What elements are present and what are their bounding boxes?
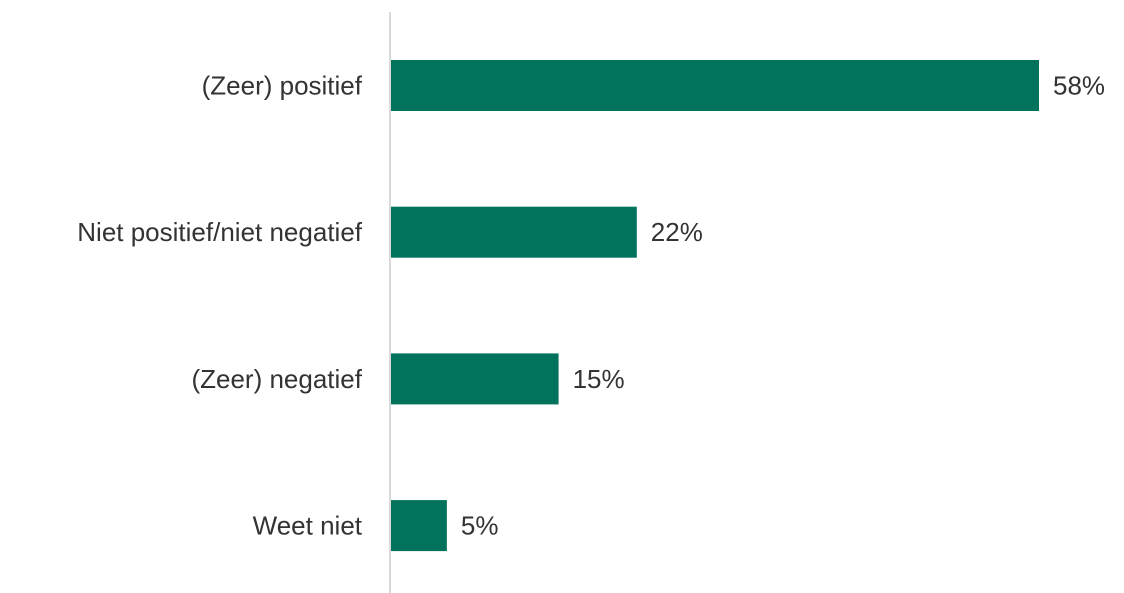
bar bbox=[391, 353, 559, 405]
category-label: Weet niet bbox=[253, 511, 363, 541]
value-label: 58% bbox=[1053, 71, 1105, 101]
category-label: (Zeer) positief bbox=[202, 71, 363, 101]
category-label: (Zeer) negatief bbox=[191, 364, 362, 394]
category-label: Niet positief/niet negatief bbox=[77, 217, 363, 247]
bars-layer bbox=[391, 60, 1039, 552]
value-label: 5% bbox=[461, 511, 499, 541]
bar bbox=[391, 60, 1039, 111]
value-label: 22% bbox=[651, 217, 703, 247]
bar bbox=[391, 206, 637, 258]
labels-layer: (Zeer) positief 58% Niet positief/niet neg… bbox=[77, 71, 1105, 541]
value-label: 15% bbox=[573, 364, 625, 394]
bar bbox=[391, 500, 447, 552]
